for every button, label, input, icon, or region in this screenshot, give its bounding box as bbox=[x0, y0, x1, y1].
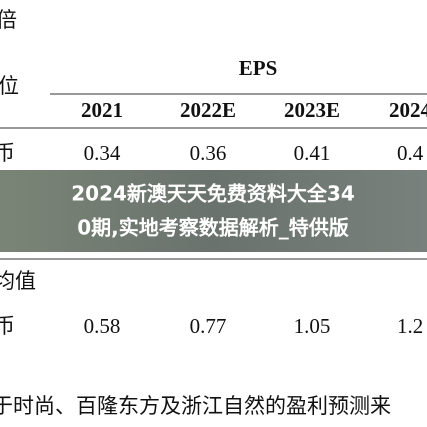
banner-text: 2024新澳天天免费资料大全34 bbox=[71, 182, 355, 206]
cell: 0.4 bbox=[397, 141, 424, 165]
cell: 1.2 bbox=[397, 314, 423, 338]
banner-text: 0期,实地考察数据解析_特供版 bbox=[77, 216, 349, 240]
footnote: 于时尚、百隆东方及浙江自然的盈利预测来 bbox=[0, 394, 391, 418]
column-header: 2024 bbox=[389, 98, 427, 122]
column-header: 2023E bbox=[284, 98, 340, 122]
row-label: 均值 bbox=[0, 269, 36, 293]
column-header: 2021 bbox=[81, 98, 123, 122]
row-label: 币 bbox=[0, 314, 15, 338]
banner bbox=[0, 170, 427, 252]
row-label: 倍 bbox=[0, 8, 17, 32]
row-label: 位 bbox=[0, 74, 19, 98]
cell: 0.36 bbox=[190, 141, 227, 165]
cell: 0.41 bbox=[294, 141, 331, 165]
group-header: EPS bbox=[239, 56, 278, 80]
cell: 0.34 bbox=[84, 141, 121, 165]
column-header: 2022E bbox=[180, 98, 236, 122]
cell: 0.77 bbox=[190, 314, 227, 338]
cell: 0.58 bbox=[84, 314, 121, 338]
cell: 1.05 bbox=[294, 314, 331, 338]
row-label: 币 bbox=[0, 141, 15, 165]
